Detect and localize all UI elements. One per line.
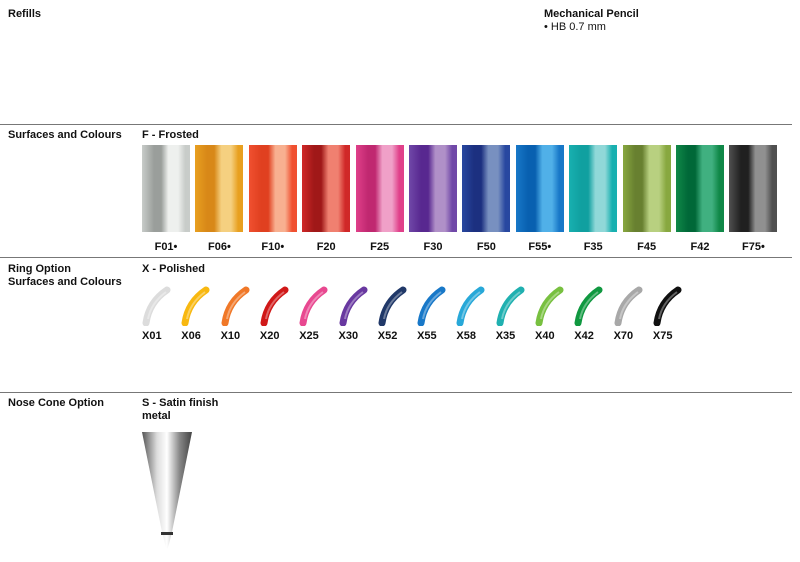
ring-code: X30 (338, 330, 359, 342)
ring-swatch (496, 286, 525, 326)
colour-swatch (729, 145, 778, 232)
ring-code: X70 (613, 330, 634, 342)
colour-swatch (515, 145, 564, 232)
ring-swatch (339, 286, 367, 326)
colour-swatch (462, 145, 511, 232)
colour-swatch (302, 145, 351, 232)
swatch-code: F42 (690, 241, 710, 253)
ring-swatch (653, 286, 682, 326)
colour-swatch (355, 145, 404, 232)
surfaces-subheading: F - Frosted (142, 129, 199, 141)
ring-code: X75 (652, 330, 673, 342)
colour-swatch (409, 145, 457, 232)
colour-swatch (248, 145, 297, 232)
nose-heading: Nose Cone Option (8, 397, 104, 409)
refill-product: Mechanical Pencil (544, 8, 639, 20)
ring-swatch (614, 286, 643, 326)
ring-swatch (456, 286, 485, 326)
ring-code: X25 (299, 330, 319, 342)
refill-detail: • HB 0.7 mm (544, 21, 606, 33)
ring-swatch (378, 286, 407, 326)
swatch-code: F55• (528, 241, 552, 253)
divider (0, 257, 792, 258)
ring-code: X20 (259, 330, 280, 342)
ring-code: X52 (377, 330, 398, 342)
ring-swatch (260, 286, 289, 326)
ring-swatch (142, 286, 171, 326)
ring-heading-2: Surfaces and Colours (8, 276, 122, 288)
swatch-code: F75• (741, 241, 765, 253)
swatch-code: F35 (583, 241, 603, 253)
ring-swatch (299, 286, 328, 326)
ring-swatch (574, 286, 603, 326)
swatch-code: F06• (207, 241, 231, 253)
swatch-code: F30 (423, 241, 443, 253)
ring-code: X06 (181, 330, 201, 342)
ring-code: X10 (220, 330, 241, 342)
ring-code: X42 (574, 330, 594, 342)
divider (0, 392, 792, 393)
ring-code: X40 (535, 330, 555, 342)
swatch-code: F20 (316, 241, 336, 253)
colour-swatch (676, 145, 724, 232)
swatch-code: F01• (154, 241, 178, 253)
ring-code: X58 (456, 330, 476, 342)
colour-swatch (195, 145, 244, 232)
swatch-code: F10• (261, 241, 285, 253)
swatch-code: F25 (370, 241, 390, 253)
ring-heading: Ring Option (8, 263, 71, 275)
divider (0, 124, 792, 125)
colour-swatch (622, 145, 671, 232)
swatch-code: F45 (637, 241, 657, 253)
ring-code: X35 (495, 330, 516, 342)
ring-subheading: X - Polished (142, 263, 205, 275)
refills-heading: Refills (8, 8, 42, 20)
surfaces-heading: Surfaces and Colours (8, 129, 122, 141)
nose-cone-image (142, 432, 192, 550)
ring-swatch (417, 286, 446, 326)
nose-subheading-2: metal (142, 410, 171, 422)
colour-swatch (142, 145, 190, 232)
nose-subheading: S - Satin finish (142, 397, 219, 409)
ring-swatch (221, 286, 250, 326)
ring-code: X55 (417, 330, 437, 342)
colour-swatch (569, 145, 618, 232)
ring-swatch (181, 286, 210, 326)
ring-swatch (535, 286, 564, 326)
ring-code: X01 (142, 330, 162, 342)
swatch-code: F50 (476, 241, 496, 253)
